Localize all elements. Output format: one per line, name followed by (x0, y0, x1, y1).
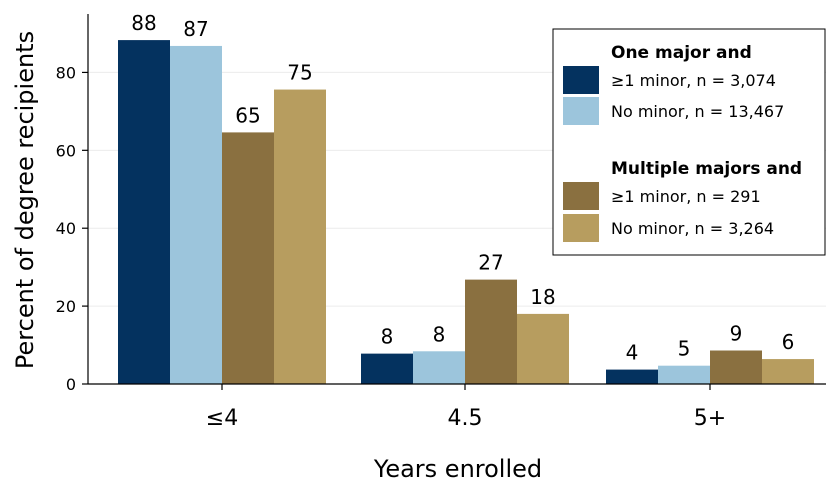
bar (658, 365, 710, 384)
bar-value-label: 8 (433, 322, 446, 346)
x-axis-title: Years enrolled (373, 455, 542, 483)
bar (118, 40, 170, 385)
axes (87, 14, 826, 385)
bar-value-label: 87 (183, 17, 208, 41)
bar-value-label: 8 (381, 325, 394, 349)
y-tick-label: 60 (56, 141, 76, 160)
legend-swatch (563, 66, 599, 94)
bar-value-label: 65 (235, 103, 260, 127)
legend-swatch (563, 182, 599, 210)
bar (361, 353, 413, 384)
legend-label: ≥1 minor, n = 3,074 (611, 71, 776, 90)
bar-value-label: 9 (730, 322, 743, 346)
bar-value-label: 27 (478, 251, 503, 275)
bar-value-label: 6 (782, 330, 795, 354)
bar (170, 45, 222, 385)
legend-group1-title: One major and (611, 43, 752, 63)
bar (762, 359, 814, 384)
bar (710, 350, 762, 384)
bars (118, 40, 814, 385)
x-tick-label: 4.5 (448, 406, 483, 431)
x-ticks: ≤4 4.5 5+ (206, 384, 726, 431)
legend-label: ≥1 minor, n = 291 (611, 187, 761, 206)
legend-label: No minor, n = 13,467 (611, 102, 784, 121)
y-ticks: 0 20 40 60 80 (56, 63, 88, 394)
bar (413, 351, 465, 384)
bar-value-label: 5 (678, 337, 691, 361)
y-tick-label: 20 (56, 297, 76, 316)
y-tick-label: 40 (56, 219, 76, 238)
y-tick-label: 80 (56, 63, 76, 82)
legend-group2-title: Multiple majors and (611, 159, 802, 179)
bar (606, 369, 658, 384)
bar-value-label: 75 (287, 61, 312, 85)
legend-swatch (563, 97, 599, 125)
legend: One major and Multiple majors and ≥1 min… (552, 28, 826, 256)
bar (517, 313, 569, 384)
bar (465, 279, 517, 384)
x-tick-label: ≤4 (206, 406, 238, 431)
bar-value-label: 88 (131, 11, 156, 35)
bar-value-label: 18 (530, 285, 555, 309)
bar (222, 132, 274, 384)
bar-value-label: 4 (626, 341, 639, 365)
y-axis-title: Percent of degree recipients (11, 31, 39, 369)
legend-swatch (563, 214, 599, 242)
x-tick-label: 5+ (694, 406, 726, 431)
legend-label: No minor, n = 3,264 (611, 219, 774, 238)
bar (274, 89, 326, 384)
y-tick-label: 0 (66, 375, 76, 394)
